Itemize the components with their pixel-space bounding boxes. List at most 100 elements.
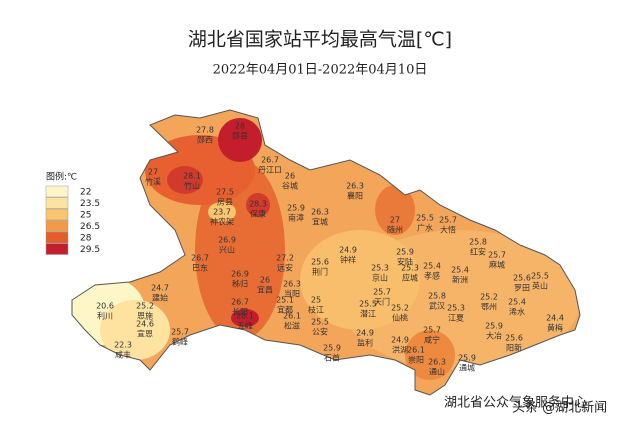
- station-value: 25.6: [505, 334, 523, 343]
- station-name: 丹江口: [258, 166, 282, 175]
- station-value: 25.2: [391, 304, 409, 313]
- station-value: 25.9: [323, 344, 341, 353]
- station-name: 安陆: [397, 257, 413, 267]
- station-name: 五峰: [237, 321, 253, 331]
- station-value: 25.4: [451, 266, 469, 275]
- legend-label: 23.5: [80, 199, 100, 209]
- station-name: 洪湖: [392, 345, 408, 355]
- subtitle: 2022年04月01日-2022年04月10日: [213, 63, 428, 78]
- station-name: 远安: [277, 263, 293, 273]
- station-value: 25.2: [480, 293, 498, 302]
- station-name: 鄂州: [481, 303, 497, 312]
- source: 湖北省公众气象服务中心: [444, 395, 587, 411]
- station-value: 26.3: [283, 280, 301, 289]
- station-value: 26.7: [231, 298, 249, 307]
- station-name: 江夏: [448, 314, 464, 323]
- station-value: 25.1: [276, 296, 294, 305]
- station-value: 28: [235, 122, 245, 131]
- station-name: 孝感: [424, 271, 440, 281]
- station-name: 宜都: [277, 305, 293, 315]
- station-name: 襄阳: [347, 191, 363, 201]
- station-value: 26.9: [231, 270, 249, 279]
- station-value: 26: [285, 172, 295, 181]
- station-value: 22.3: [114, 341, 132, 350]
- station-value: 25.3: [371, 264, 389, 273]
- station-value: 25.7: [171, 328, 189, 337]
- station-value: 20.6: [96, 302, 114, 311]
- station-value: 26.7: [261, 156, 279, 165]
- station-name: 保康: [250, 209, 266, 219]
- legend-title: 图例:℃: [46, 171, 77, 183]
- station-value: 27.2: [276, 254, 294, 263]
- station-value: 26: [260, 276, 270, 285]
- station-name: 浠水: [509, 307, 525, 317]
- station-name: 恩施: [137, 311, 153, 321]
- station-name: 黄梅: [547, 323, 563, 333]
- station-name: 京山: [372, 273, 388, 283]
- station-name: 钟祥: [340, 255, 356, 265]
- station-value: 26.7: [191, 254, 209, 263]
- station-value: 25.5: [416, 214, 434, 223]
- station-value: 25.9: [485, 322, 503, 331]
- station-value: 27: [148, 168, 158, 177]
- legend-swatch: [45, 231, 69, 244]
- station-name: 枝江: [308, 305, 324, 315]
- station-value: 27.8: [196, 126, 214, 135]
- station-name: 通城: [459, 363, 475, 373]
- station-value: 26.3: [311, 208, 329, 217]
- station-value: 24.4: [546, 314, 564, 323]
- station-name: 兴山: [219, 245, 235, 255]
- watermark: 头条 @湖北新闻: [512, 400, 607, 416]
- station-name: 公安: [312, 327, 328, 337]
- legend-swatch: [45, 208, 69, 221]
- station-name: 武汉: [429, 301, 445, 311]
- station-value: 26.1: [407, 346, 425, 355]
- station-value: 28.3: [249, 200, 267, 209]
- station-name: 荆门: [312, 267, 328, 277]
- station-name: 大冶: [486, 331, 502, 341]
- station-value: 24.9: [339, 246, 357, 255]
- station-value: 25: [311, 296, 321, 305]
- legend-label: 28: [80, 234, 92, 244]
- station-value: 26.3: [428, 358, 446, 367]
- map: [72, 110, 580, 395]
- legend-swatch: [45, 220, 69, 232]
- station-name: 郧县: [232, 132, 248, 141]
- station-name: 郧西: [197, 136, 213, 145]
- station-value: 27: [390, 216, 400, 225]
- station-value: 25.6: [311, 258, 329, 267]
- station-name: 竹山: [184, 181, 200, 191]
- legend-swatch: [45, 197, 69, 209]
- station-name: 咸宁: [424, 335, 440, 345]
- station-name: 麻城: [489, 260, 505, 270]
- station-name: 新洲: [452, 275, 468, 285]
- station-name: 应城: [402, 273, 418, 283]
- station-value: 25.3: [401, 264, 419, 273]
- station-name: 南漳: [288, 213, 304, 223]
- station-name: 罗田: [514, 284, 530, 293]
- station-value: 25.7: [373, 288, 391, 297]
- station-value: 25.6: [513, 274, 531, 283]
- station-name: 潜江: [360, 309, 376, 319]
- station-name: 神农架: [210, 217, 234, 227]
- station-value: 24.9: [356, 329, 374, 338]
- station-name: 建始: [152, 293, 168, 303]
- title: 湖北省国家站平均最高气温[℃]: [188, 29, 452, 51]
- station-name: 秭归: [232, 279, 248, 289]
- station-name: 红安: [470, 247, 486, 257]
- legend-label: 22: [80, 188, 91, 198]
- station-name: 宣恩: [137, 329, 153, 339]
- station-value: 25.9: [458, 354, 476, 363]
- station-name: 广水: [417, 223, 433, 233]
- station-value: 25.7: [488, 251, 506, 260]
- legend-label: 26.5: [80, 222, 100, 232]
- station-name: 阳新: [506, 343, 522, 353]
- station-name: 仙桃: [392, 313, 408, 323]
- station-name: 当阳: [284, 289, 300, 299]
- station-value: 25.9: [396, 248, 414, 257]
- station-value: 25.2: [136, 302, 154, 311]
- station-name: 宜城: [312, 217, 328, 227]
- station-name: 随州: [387, 225, 403, 235]
